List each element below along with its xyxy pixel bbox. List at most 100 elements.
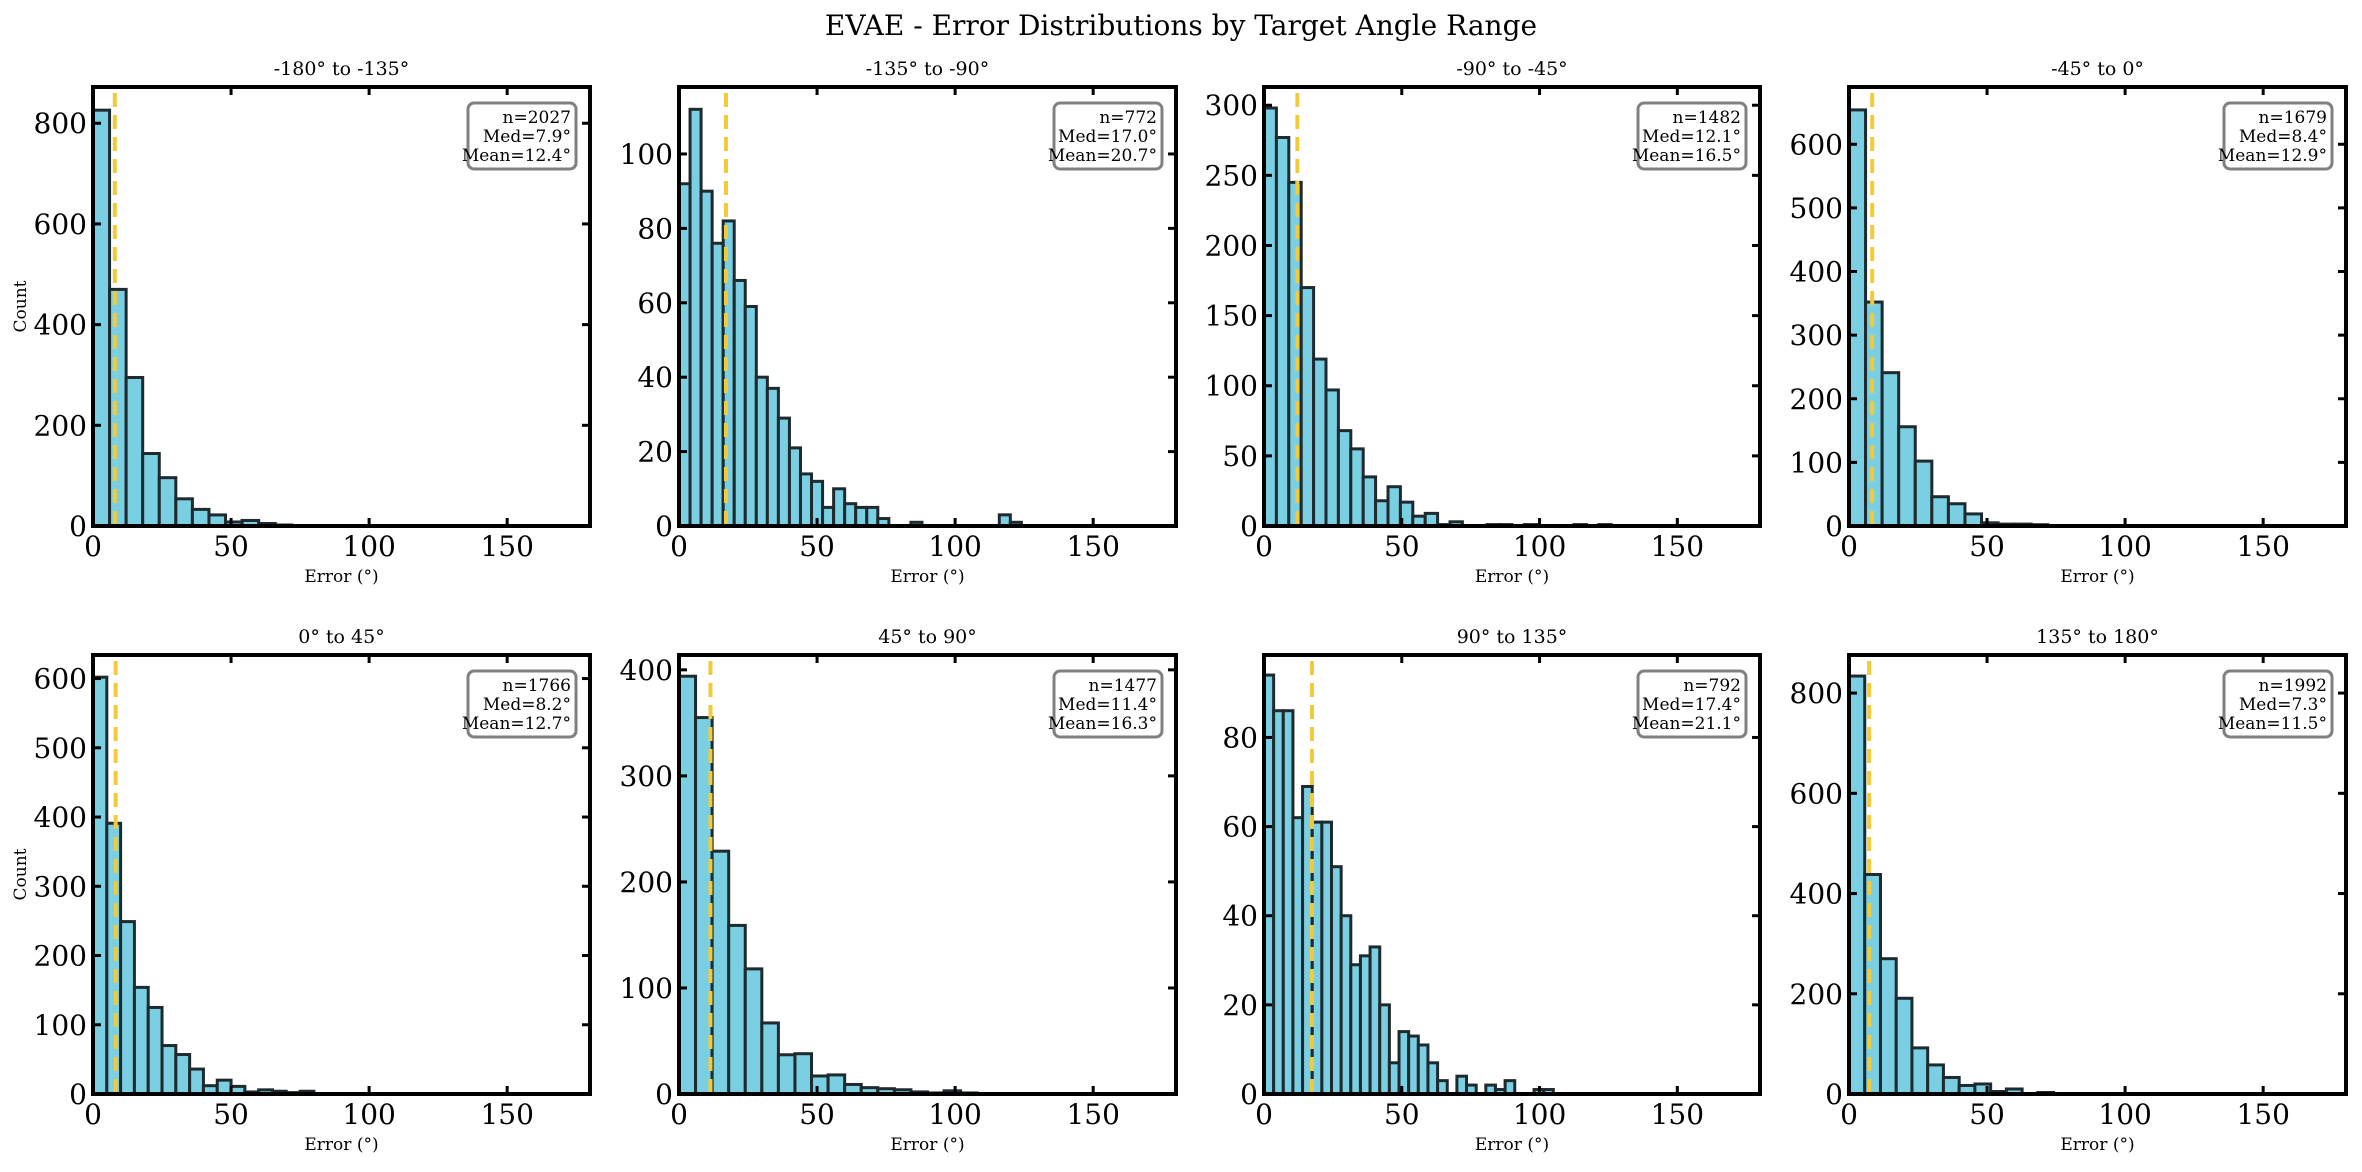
stats-med: Med=17.4°	[1642, 695, 1741, 715]
y-tick-label: 20	[1222, 989, 1258, 1022]
y-tick-label: 400	[34, 309, 87, 342]
histogram-bar	[727, 923, 747, 1096]
stats-mean: Mean=12.9°	[2218, 146, 2327, 166]
histogram-bar	[1941, 1075, 1961, 1096]
y-tick-label: 0	[69, 510, 87, 543]
x-axis-label: Error (°)	[890, 567, 964, 587]
y-tick-label: 400	[34, 801, 87, 834]
axes-frame	[1262, 85, 1762, 528]
histogram-bar	[1863, 873, 1882, 1096]
histogram-bar	[146, 1005, 164, 1096]
histogram-bar	[108, 287, 128, 528]
x-axis-label: Error (°)	[304, 1135, 378, 1155]
stats-n: n=772	[1099, 108, 1157, 128]
y-tick-label: 20	[637, 436, 673, 469]
stats-mean: Mean=20.7°	[1048, 146, 1157, 166]
y-tick-label: 0	[1240, 1078, 1258, 1111]
histogram-bar	[1930, 495, 1950, 528]
stats-med: Med=8.2°	[483, 695, 571, 715]
histogram-bar	[677, 674, 698, 1096]
stats-box-frame	[1052, 669, 1164, 739]
y-tick-label: 0	[655, 510, 673, 543]
stats-med: Med=7.3°	[2239, 695, 2327, 715]
y-tick-label: 100	[620, 972, 673, 1005]
histogram-bars	[1262, 673, 1555, 1096]
y-tick-label: 200	[1790, 978, 1843, 1011]
y-tick-label: 800	[1790, 677, 1843, 710]
y-tick-label: 250	[1205, 159, 1258, 192]
histogram-bar	[765, 386, 780, 528]
x-tick-label: 100	[2098, 530, 2151, 563]
histogram-bar	[1299, 286, 1316, 528]
stats-mean: Mean=12.4°	[462, 146, 571, 166]
y-tick-label: 50	[1222, 440, 1258, 473]
histogram-bar	[124, 375, 145, 528]
histogram-bar	[190, 507, 211, 528]
y-tick-label: 200	[34, 940, 87, 973]
stats-n: n=1679	[2259, 108, 2327, 128]
x-axis-label: Error (°)	[2060, 1135, 2134, 1155]
panel: -90° to -45° 0 50 100 150 0 50 100 150 200 250 300 E…	[1205, 58, 1762, 587]
histogram-bar	[1880, 371, 1901, 528]
y-tick-label: 60	[1222, 811, 1258, 844]
histogram-bar	[854, 505, 869, 528]
y-tick-label: 300	[620, 760, 673, 793]
x-tick-label: 150	[480, 1098, 533, 1131]
histogram-bar	[843, 502, 858, 528]
histogram-bar	[865, 505, 880, 528]
histogram-bar	[1503, 1079, 1517, 1096]
panel: -135° to -90° 0 50 100 150 0 20 40 60 80 100 Error …	[620, 58, 1178, 587]
y-tick-label: 300	[1205, 89, 1258, 122]
axes-frame	[91, 85, 592, 528]
histogram-bar	[832, 487, 847, 528]
stats-box-frame	[2222, 669, 2334, 739]
histogram-bar	[1894, 996, 1914, 1096]
stats-med: Med=8.4°	[2239, 127, 2327, 147]
x-tick-label: 150	[1066, 530, 1119, 563]
x-tick-label: 50	[799, 530, 835, 563]
stats-mean: Mean=11.5°	[2218, 714, 2327, 734]
histogram-bar	[215, 1078, 233, 1096]
y-tick-label: 500	[1790, 192, 1843, 225]
histogram-bar	[699, 189, 714, 528]
axes-frame	[91, 653, 592, 1096]
x-tick-label: 0	[670, 530, 688, 563]
stats-med: Med=12.1°	[1642, 127, 1741, 147]
y-tick-label: 100	[1205, 370, 1258, 403]
x-axis-label: Error (°)	[890, 1135, 964, 1155]
stats-n: n=1766	[503, 676, 571, 696]
x-tick-label: 150	[480, 530, 533, 563]
stats-box-frame	[1636, 101, 1748, 171]
x-tick-label: 150	[2236, 1098, 2289, 1131]
y-tick-label: 200	[620, 866, 673, 899]
figure-title: EVAE - Error Distributions by Target Ang…	[825, 9, 1537, 42]
histogram-bars	[91, 108, 294, 528]
y-axis-label: Count	[11, 848, 31, 900]
stats-box-frame	[2222, 101, 2334, 171]
x-tick-label: 0	[1255, 1098, 1273, 1131]
histogram-bar	[1324, 388, 1340, 528]
axes-frame	[1262, 653, 1762, 1096]
axes-frame	[1847, 653, 2348, 1096]
y-tick-label: 80	[637, 212, 673, 245]
histogram-bar	[157, 476, 178, 528]
histogram-bar	[1847, 674, 1867, 1096]
stats-mean: Mean=12.7°	[462, 714, 571, 734]
x-tick-label: 100	[1513, 1098, 1566, 1131]
histogram-bar	[754, 375, 769, 528]
histogram-bar	[1386, 485, 1402, 528]
stats-box-frame	[1052, 101, 1164, 171]
x-tick-label: 100	[2098, 1098, 2151, 1131]
x-tick-label: 50	[213, 530, 249, 563]
y-tick-label: 500	[34, 732, 87, 765]
stats-n: n=792	[1683, 676, 1741, 696]
histogram-bars	[91, 675, 316, 1096]
histogram-bars	[1262, 106, 1613, 528]
x-tick-label: 150	[1651, 530, 1704, 563]
histogram-bar	[132, 985, 150, 1096]
histogram-bar	[174, 497, 194, 528]
